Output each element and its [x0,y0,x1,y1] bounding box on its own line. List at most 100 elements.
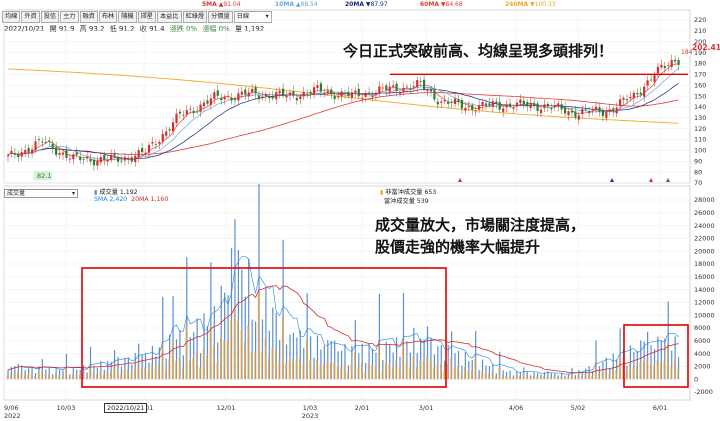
ma-legend: 5MA ▲91.04 10MA ▲88.54 20MA ▼87.97 60MA … [0,0,720,10]
volume-bar [124,357,126,380]
nondaytrade-volume-bar [223,340,225,380]
nondaytrade-volume-bar [92,373,94,380]
x-tick-year-label: 2022 [4,412,21,420]
nondaytrade-volume-bar [326,361,328,380]
nondaytrade-volume-bar [27,374,29,380]
nondaytrade-volume-bar [625,373,627,380]
nondaytrade-volume-bar [639,361,641,380]
nondaytrade-volume-bar [550,376,552,380]
nondaytrade-volume-bar [515,375,517,380]
nondaytrade-volume-bar [106,371,108,380]
volume-tick-label: 18000 [694,260,715,268]
nondaytrade-volume-bar [543,376,545,380]
volume-bar [612,353,614,380]
candle-body [594,106,598,111]
low-price-label: 82.1 [37,172,51,180]
candle-body [34,141,37,151]
nondaytrade-volume-bar [185,324,187,380]
candle-body [24,149,27,154]
nondaytrade-volume-bar [333,361,335,380]
volume-bar [650,345,652,380]
price-tick-label: 190 [694,49,706,57]
price-tick-label: 100 [694,147,706,155]
nondaytrade-volume-bar [642,362,645,380]
volume-bar [162,296,164,380]
nondaytrade-volume-bar [412,356,414,380]
volume-bar [354,320,356,380]
volume-tick-label: 0 [694,375,698,383]
volume-bar [567,374,570,380]
candle-body [447,101,450,104]
volume-bar [636,350,638,380]
nondaytrade-volume-bar [85,376,88,380]
volume-tick-label: 10000 [694,311,715,319]
volume-bar [657,336,659,380]
volume-bar [151,345,154,380]
nondaytrade-volume-bar [151,364,153,380]
volume-tick-label: 14000 [694,286,715,294]
candle-body [354,90,357,93]
volume-bar [220,285,222,380]
ma10-legend: 10MA ▲88.54 [275,1,318,8]
candle-body [481,102,484,106]
candle-body [68,158,71,160]
nondaytrade-volume-bar [226,341,229,380]
candle-body [515,102,519,107]
candle-body [82,159,85,161]
candle-body [388,86,391,92]
volume-bar [320,349,322,380]
volume-bar [237,249,239,380]
volume-bar [334,340,336,380]
nondaytrade-volume-bar [422,361,425,380]
nondaytrade-volume-bar [598,373,600,380]
nondaytrade-volume-bar [498,366,500,380]
nondaytrade-volume-bar [505,375,507,380]
volume-bar [127,357,129,380]
candle-body [436,101,439,105]
volume-bar [578,370,580,380]
candle-body [99,157,102,163]
candle-body [299,96,302,99]
candle-body [288,92,292,96]
volume-bar [358,353,360,380]
volume-tick-label: 26000 [694,209,715,217]
nondaytrade-volume-bar [10,373,12,380]
nondaytrade-volume-bar [495,376,497,380]
x-tick-label: 9/06 [4,404,19,412]
ma20-line [7,83,679,160]
nondaytrade-volume-bar [48,373,50,380]
volume-bar [416,353,418,380]
quote-low: 低 91.2 [109,25,135,33]
nondaytrade-volume-bar [237,321,239,380]
nondaytrade-volume-bar [529,377,531,380]
candle-body [199,104,202,112]
candle-body [61,152,65,155]
candle-body [392,85,395,87]
volume-indicator-select[interactable]: 成交量 ▾ [4,188,78,198]
volume-bar [506,372,508,380]
candle-body [639,92,642,95]
nondaytrade-volume-bar [302,365,304,380]
volume-tick-label: 12000 [694,299,715,307]
nondaytrade-volume-bar [526,375,528,380]
candle-body [89,159,92,162]
volume-bar [144,353,147,380]
volume-bar [337,351,339,380]
nondaytrade-volume-bar [460,373,462,380]
volume-bar [653,348,656,380]
nondaytrade-volume-bar [58,375,60,380]
candle-body [553,105,556,108]
volume-bar [186,257,188,380]
candle-body [385,85,388,91]
candle-body [443,99,446,102]
volume-legend-vol: 成交量 1,192 [99,189,138,196]
candle-body [563,107,567,114]
candle-body [292,91,295,96]
nondaytrade-volume-bar [72,374,74,380]
price-tick-label: 150 [694,92,706,100]
signal-triangle-icon [649,178,653,182]
volume-bar [671,350,673,380]
volume-bar [58,370,61,380]
candle-body [529,102,532,108]
